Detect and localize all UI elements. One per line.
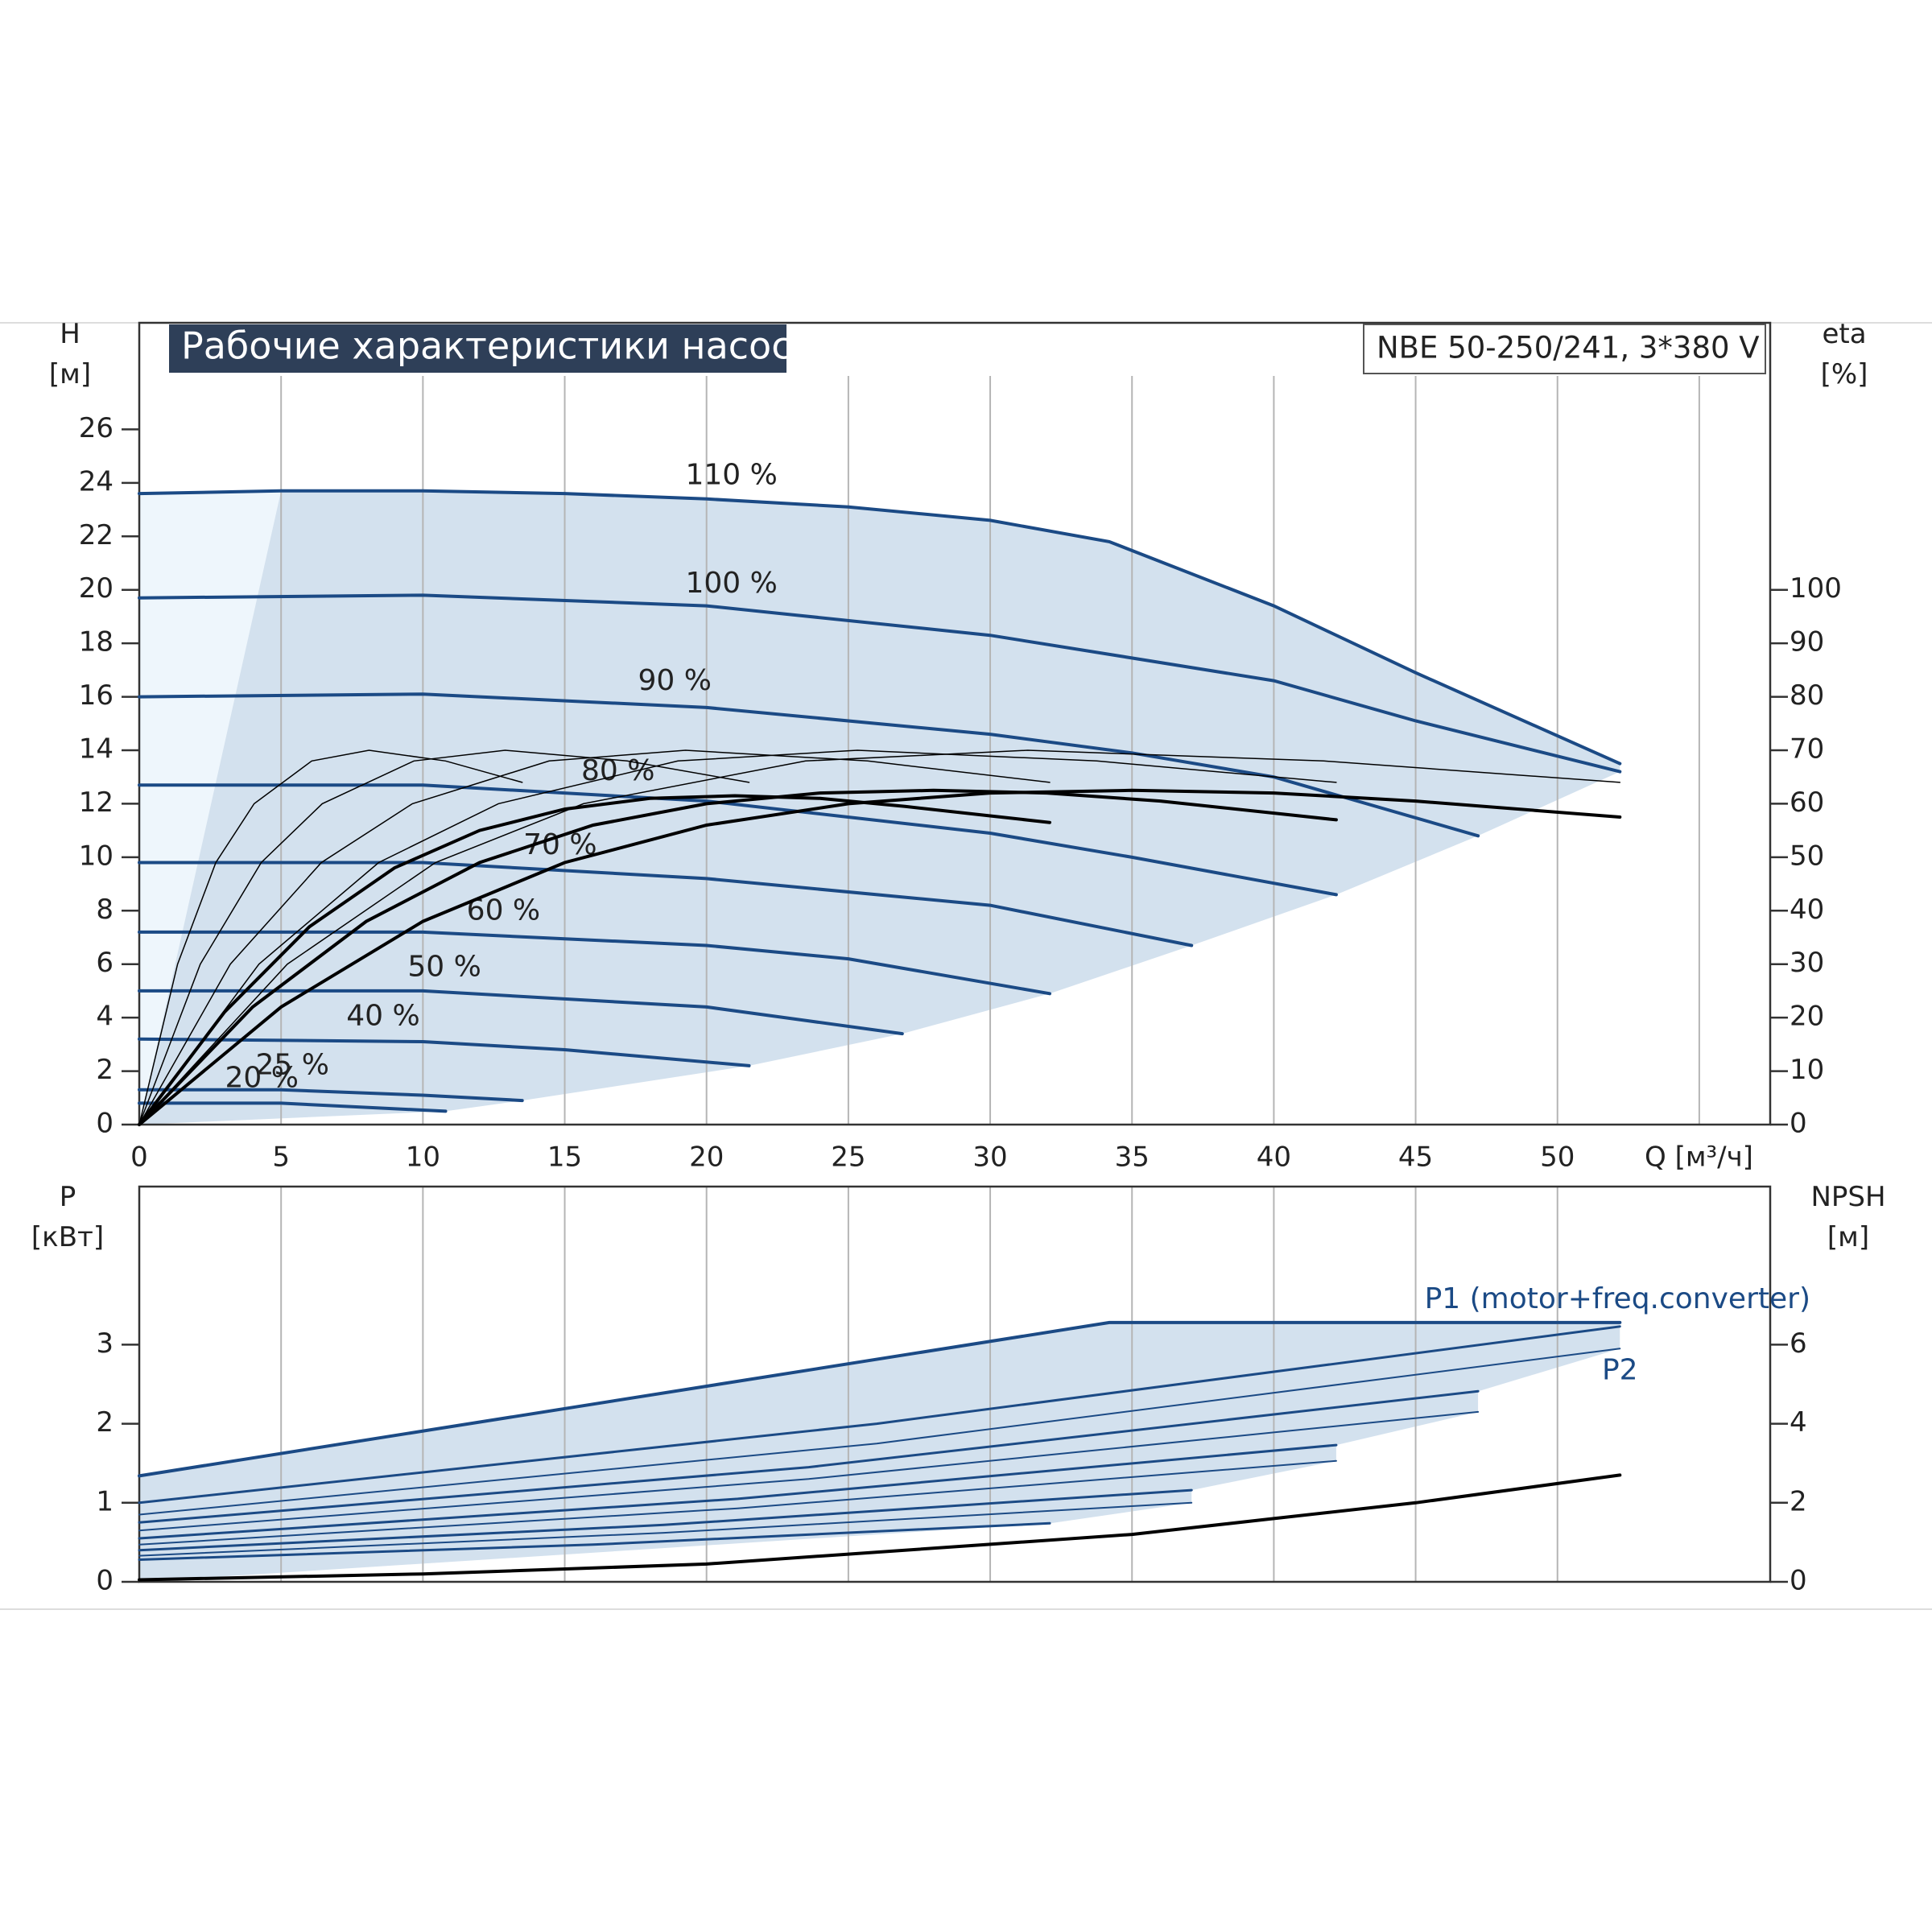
- curve-label: 110 %: [686, 459, 778, 492]
- curve: [138, 1443, 1338, 1540]
- x-tick-label: 20: [689, 1141, 724, 1174]
- curve: [138, 1325, 1621, 1505]
- curve: [138, 1320, 1622, 1478]
- curve: [138, 1521, 1051, 1561]
- curve: [138, 593, 1622, 774]
- curve: [138, 1101, 448, 1113]
- plot-frame: [138, 321, 1772, 1126]
- y-tick-label: 0: [96, 1565, 114, 1597]
- curve: [138, 489, 1622, 766]
- curve: [138, 989, 904, 1036]
- chart-title: Рабочие характеристики насоса: [181, 324, 815, 368]
- curve: [138, 1037, 751, 1067]
- y-tick-label: 20: [79, 572, 114, 605]
- curve-label: 80 %: [581, 754, 654, 787]
- curve: [138, 1473, 1622, 1582]
- curve-label: 25 %: [256, 1048, 329, 1081]
- curve-label: 90 %: [638, 664, 711, 697]
- y-tick-label: 24: [79, 465, 114, 497]
- y2-axis-label: NPSH [м]: [1810, 1181, 1885, 1253]
- curve: [138, 930, 1051, 996]
- curve: [138, 1088, 524, 1103]
- curve-label: 40 %: [346, 1000, 419, 1033]
- operating-area: [139, 1322, 1620, 1582]
- plots: 0 5 10 15 20 25 30 35 40 45 5002468101214161820222…: [31, 318, 1886, 1597]
- x-tick-label: 50: [1540, 1141, 1575, 1174]
- y2-tick-label: 50: [1790, 840, 1824, 872]
- y-axis-label: P [кВт]: [31, 1181, 104, 1253]
- y2-tick-label: 0: [1790, 1565, 1807, 1597]
- operating-area: [139, 490, 1620, 1125]
- y-tick-label: 1: [96, 1485, 114, 1517]
- curve: [138, 1488, 1193, 1552]
- curve: [138, 1410, 1480, 1532]
- y-tick-label: 22: [79, 519, 114, 551]
- y2-tick-label: 90: [1790, 626, 1824, 658]
- y2-tick-label: 40: [1790, 894, 1824, 926]
- curve: [138, 1501, 1193, 1557]
- x-tick-label: 5: [272, 1141, 290, 1174]
- curve: [138, 788, 1622, 1126]
- x-axis-label: Q [м³/ч]: [1645, 1141, 1753, 1174]
- y-tick-label: 8: [96, 894, 114, 926]
- curve: [138, 749, 1621, 1125]
- x-tick-label: 45: [1398, 1141, 1433, 1174]
- curve: [138, 1459, 1337, 1546]
- y-tick-label: 10: [79, 840, 114, 872]
- y2-tick-label: 60: [1790, 786, 1824, 819]
- y-tick-label: 18: [79, 626, 114, 658]
- curve: [138, 861, 1194, 947]
- title-box: [169, 324, 786, 373]
- x-tick-label: 30: [972, 1141, 1007, 1174]
- y2-axis-label: eta [%]: [1821, 318, 1868, 390]
- curve-label: P2: [1602, 1353, 1638, 1386]
- model-label: NBE 50-250/241, 3*380 V: [1377, 331, 1760, 365]
- curve: [138, 1348, 1621, 1516]
- y2-tick-label: 4: [1790, 1406, 1807, 1439]
- model-box: [1363, 324, 1766, 374]
- y2-tick-label: 20: [1790, 1001, 1824, 1033]
- curve: [138, 788, 1338, 1126]
- y2-tick-label: 100: [1790, 572, 1842, 605]
- curve: [138, 794, 1051, 1126]
- x-tick-label: 25: [831, 1141, 865, 1174]
- y-tick-label: 2: [96, 1406, 114, 1439]
- x-tick-label: 40: [1257, 1141, 1291, 1174]
- y-tick-label: 3: [96, 1327, 114, 1360]
- y-tick-label: 16: [79, 679, 114, 712]
- curve-label: 50 %: [407, 950, 481, 983]
- y2-tick-label: 30: [1790, 947, 1824, 979]
- curve-label: 100 %: [686, 567, 778, 600]
- curve-label: P1 (motor+freq.converter): [1425, 1282, 1810, 1315]
- y-tick-label: 14: [79, 733, 114, 766]
- x-tick-label: 35: [1115, 1141, 1150, 1174]
- y2-tick-label: 70: [1790, 733, 1824, 766]
- x-tick-label: 0: [130, 1141, 148, 1174]
- y2-tick-label: 0: [1790, 1108, 1807, 1140]
- y-tick-label: 26: [79, 412, 114, 444]
- y-tick-label: 12: [79, 786, 114, 819]
- x-tick-label: 10: [406, 1141, 440, 1174]
- y-tick-label: 6: [96, 947, 114, 979]
- y2-tick-label: 10: [1790, 1054, 1824, 1086]
- plot-frame: [138, 1185, 1772, 1583]
- curve: [138, 783, 1338, 897]
- y2-tick-label: 6: [1790, 1327, 1807, 1360]
- curve-label: 20 %: [225, 1061, 298, 1094]
- curve: [138, 749, 1337, 1125]
- y2-tick-label: 2: [1790, 1485, 1807, 1517]
- y2-tick-label: 80: [1790, 679, 1824, 712]
- y-axis-label: H [м]: [49, 318, 91, 390]
- curve: [138, 1389, 1480, 1524]
- y-tick-label: 4: [96, 1001, 114, 1033]
- y-tick-label: 0: [96, 1108, 114, 1140]
- y-tick-label: 2: [96, 1054, 114, 1086]
- x-tick-label: 15: [547, 1141, 582, 1174]
- curve: [138, 749, 750, 1125]
